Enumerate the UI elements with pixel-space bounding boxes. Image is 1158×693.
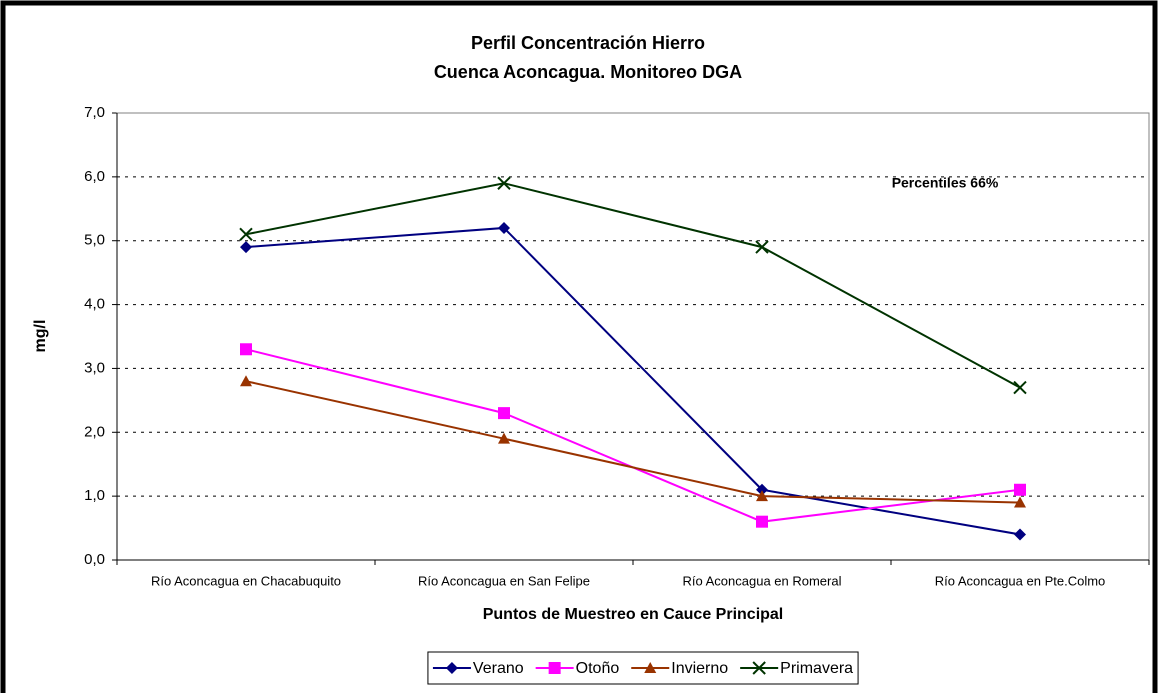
y-tick-label: 2,0 [84, 423, 105, 440]
x-tick-label: Río Aconcagua en San Felipe [418, 573, 590, 588]
marker [1014, 496, 1026, 508]
marker [445, 662, 458, 674]
x-tick-label: Río Aconcagua en Pte.Colmo [935, 573, 1106, 588]
legend-text: Otoño [576, 660, 620, 677]
marker [240, 241, 252, 254]
marker [240, 343, 252, 356]
marker [1014, 483, 1026, 496]
marker [497, 176, 511, 190]
marker [548, 662, 561, 674]
x-axis-title: Puntos de Muestreo en Cauce Principal [483, 606, 784, 623]
marker [239, 227, 253, 242]
marker [644, 662, 657, 673]
marker [498, 432, 510, 444]
series-line [245, 182, 1021, 389]
marker [755, 240, 769, 254]
y-tick-label: 4,0 [84, 296, 105, 313]
marker [756, 483, 768, 496]
legend-text: Invierno [671, 660, 728, 677]
chart-subtitle: Cuenca Aconcagua. Monitoreo DGA [434, 62, 742, 82]
marker [756, 515, 768, 528]
marker [498, 407, 510, 420]
y-tick-label: 0,0 [84, 551, 105, 568]
legend: Verano Otoño Invierno Primavera [427, 651, 859, 685]
x-tick-label: Río Aconcagua en Romeral [683, 573, 842, 588]
marker [1014, 528, 1026, 541]
annotation: Percentiles 66% [892, 175, 999, 191]
y-tick-label: 1,0 [84, 487, 105, 504]
marker [498, 221, 510, 234]
marker [752, 661, 766, 675]
marker [756, 490, 768, 502]
y-tick-label: 6,0 [84, 168, 105, 185]
y-tick-label: 7,0 [84, 104, 105, 121]
marker [240, 375, 252, 387]
series-line [245, 380, 1021, 504]
series-line [245, 226, 1021, 536]
y-axis-title: mg/l [32, 320, 49, 353]
legend-text: Verano [473, 660, 524, 677]
y-tick-label: 3,0 [84, 359, 105, 376]
x-tick-label: Río Aconcagua en Chacabuquito [151, 573, 341, 588]
marker [1013, 380, 1027, 395]
chart-title: Perfil Concentración Hierro [471, 33, 705, 53]
legend-text: Primavera [780, 660, 853, 677]
y-tick-label: 5,0 [84, 232, 105, 249]
